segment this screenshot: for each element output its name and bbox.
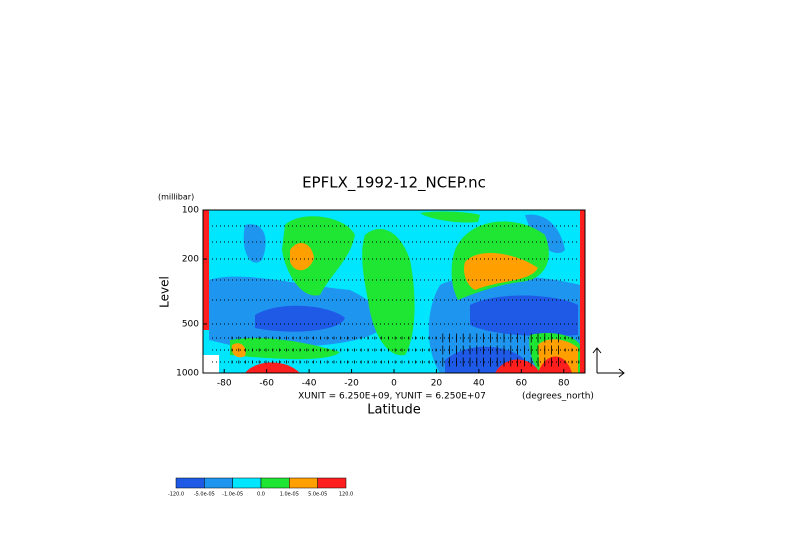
contour-region bbox=[243, 224, 266, 263]
y-tick-label: 100 bbox=[182, 206, 199, 216]
x-tick-label: 80 bbox=[558, 379, 570, 389]
colorbar-label: -5.0e-05 bbox=[194, 492, 215, 498]
contour-region bbox=[230, 338, 340, 360]
colorbar-box bbox=[317, 477, 347, 489]
x-tick-label: 40 bbox=[473, 379, 485, 389]
vector-unit: XUNIT = 6.250E+09, YUNIT = 6.250E+07 bbox=[298, 392, 486, 402]
y-unit: (millibar) bbox=[158, 193, 194, 202]
x-tick-label: -20 bbox=[344, 379, 359, 389]
x-tick-label: -40 bbox=[302, 379, 317, 389]
contour-region bbox=[464, 252, 538, 290]
x-tick-label: -80 bbox=[217, 379, 232, 389]
colorbar-label: 0.0 bbox=[257, 492, 265, 498]
contour-region bbox=[290, 243, 314, 271]
contour-region bbox=[538, 356, 572, 373]
y-tick-label: 500 bbox=[182, 319, 199, 329]
x-tick-label: 0 bbox=[391, 379, 397, 389]
colorbar-box bbox=[260, 477, 290, 489]
x-tick-label: 60 bbox=[516, 379, 528, 389]
missing-region bbox=[203, 355, 219, 373]
x-unit: (degrees_north) bbox=[522, 392, 594, 402]
contour-region bbox=[580, 210, 585, 373]
colorbar-label: -1.0e-05 bbox=[222, 492, 243, 498]
contour-region bbox=[420, 211, 480, 223]
colorbar-box bbox=[175, 477, 205, 489]
reference-arrow bbox=[592, 347, 602, 354]
vector-field bbox=[231, 333, 580, 367]
contour-region bbox=[470, 295, 578, 337]
vector-reference bbox=[592, 347, 625, 378]
contour-field bbox=[203, 210, 585, 373]
x-axis-label: Latitude bbox=[367, 403, 421, 418]
x-tick-label: 20 bbox=[431, 379, 443, 389]
y-axis-label: Level bbox=[158, 276, 172, 308]
contour-region bbox=[362, 228, 415, 356]
colorbar-label: 120.0 bbox=[339, 492, 353, 498]
colorbar-label: -120.0 bbox=[168, 492, 184, 498]
colorbar-label: 5.0e-05 bbox=[308, 492, 327, 498]
colorbar-box bbox=[232, 477, 262, 489]
y-tick-label: 200 bbox=[182, 255, 199, 265]
chart-title: EPFLX_1992-12_NCEP.nc bbox=[302, 174, 486, 193]
contour-region bbox=[525, 214, 565, 254]
y-tick-label: 1000 bbox=[176, 369, 199, 379]
colorbar-label: 1.0e-05 bbox=[280, 492, 299, 498]
colorbar-box bbox=[289, 477, 318, 489]
x-tick-label: -60 bbox=[259, 379, 274, 389]
vector-grid bbox=[212, 225, 580, 363]
colorbar-box bbox=[204, 477, 233, 489]
reference-arrow bbox=[618, 368, 625, 378]
contour-region bbox=[203, 210, 209, 330]
contour-region bbox=[255, 305, 345, 332]
contour-region bbox=[282, 216, 355, 296]
contour-region bbox=[245, 362, 300, 373]
